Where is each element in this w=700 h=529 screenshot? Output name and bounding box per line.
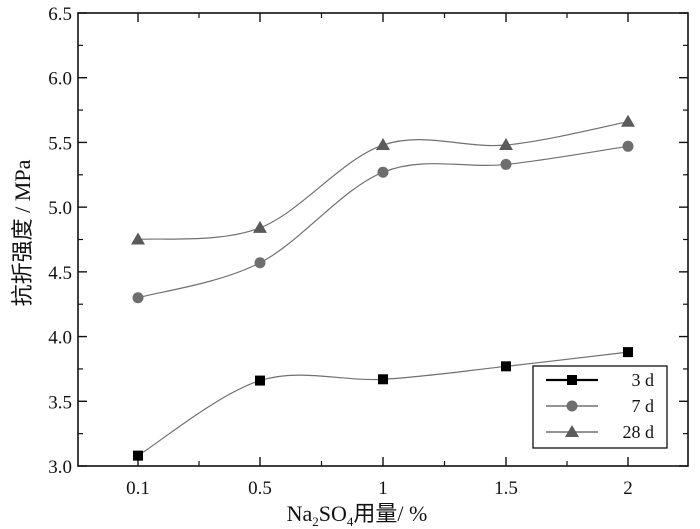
- x-axis-title: Na2SO4用量/ %: [287, 501, 428, 529]
- legend-label: 28 d: [623, 422, 655, 442]
- data-point-circle: [377, 166, 389, 178]
- plot-layer: 3.0 3.5 4.0 4.5 5.0 5.5 6.0 6.5 0.1 0.5 1 1.5 2 3 d 7 …: [48, 4, 689, 499]
- data-point-triangle: [621, 114, 635, 127]
- x-title-so: SO: [319, 501, 347, 526]
- data-point-triangle: [499, 138, 513, 151]
- legend-marker-circle: [566, 400, 578, 412]
- legend-marker-triangle: [565, 425, 579, 437]
- x-tick-label: 2: [623, 478, 633, 499]
- data-point-circle: [132, 292, 144, 304]
- data-point-triangle: [376, 138, 390, 151]
- x-tick-label: 1.5: [494, 478, 518, 499]
- y-tick-label: 5.0: [48, 198, 72, 219]
- y-tick-label: 3.5: [48, 392, 72, 413]
- y-tick-label: 4.0: [48, 328, 72, 349]
- x-tick-label: 1: [378, 478, 388, 499]
- data-point-circle: [500, 158, 512, 170]
- y-tick-label: 5.5: [48, 133, 72, 154]
- data-point-square: [501, 361, 511, 372]
- legend-label: 3 d: [632, 370, 655, 390]
- y-tick-label: 4.5: [48, 263, 72, 284]
- x-title-na: Na: [287, 501, 313, 526]
- data-point-square: [378, 374, 388, 385]
- data-point-square: [623, 347, 633, 358]
- x-title-sub1: 2: [312, 514, 319, 529]
- y-tick-label: 6.5: [48, 4, 72, 25]
- data-point-circle: [622, 140, 634, 152]
- data-point-circle: [254, 257, 266, 269]
- y-axis-title: 抗折强度 / MPa: [10, 159, 35, 306]
- data-point-triangle: [131, 232, 145, 245]
- legend-label: 7 d: [632, 396, 655, 416]
- legend-marker-square: [567, 375, 577, 385]
- x-tick-label: 0.5: [248, 478, 272, 499]
- x-title-sub2: 4: [347, 514, 354, 529]
- y-tick-label: 6.0: [48, 69, 72, 90]
- data-point-square: [255, 375, 265, 386]
- x-title-rest: 用量/ %: [353, 501, 427, 526]
- data-point-triangle: [253, 220, 267, 233]
- x-tick-label: 0.1: [126, 478, 150, 499]
- y-tick-label: 3.0: [48, 457, 72, 478]
- data-point-square: [133, 450, 143, 461]
